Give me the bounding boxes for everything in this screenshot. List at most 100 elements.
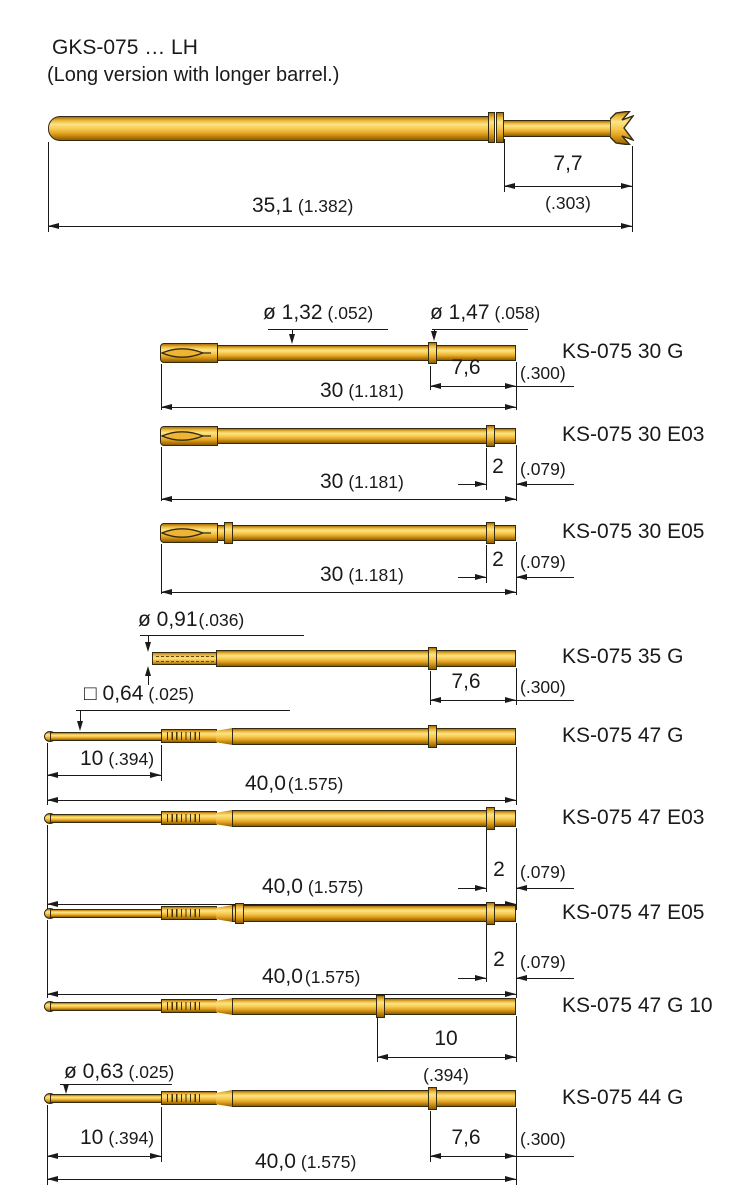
dim-line-tip	[458, 978, 486, 979]
probe-ring	[428, 1087, 437, 1110]
dim-total-mm: 30	[320, 470, 344, 493]
arrow-right-icon	[505, 495, 516, 502]
dim-tip-in: (.300)	[520, 677, 566, 697]
arrow-left-icon	[430, 382, 441, 389]
ext-line	[486, 545, 487, 583]
dim-tail: 10 (.394)	[80, 1126, 154, 1150]
leader-line	[140, 635, 304, 636]
probe-sleeve	[160, 343, 218, 363]
probe-label: KS-075 47 E05	[562, 901, 705, 924]
dim-total: 40,0 (1.575)	[245, 772, 343, 796]
dim-total-in: (1.575)	[307, 877, 364, 897]
dim-total-mm: 40,0	[262, 875, 303, 898]
dim-total: 30 (1.181)	[320, 563, 404, 587]
probe-label: KS-075 44 G	[562, 1086, 684, 1109]
dim-total-mm: 35,1	[252, 194, 293, 217]
top-probe-plunger	[503, 120, 613, 137]
arrow-left-icon	[161, 495, 172, 502]
callout-sq064-in: (.025)	[148, 684, 195, 704]
arrow-right-icon	[505, 1152, 516, 1159]
page-subtitle: (Long version with longer barrel.)	[47, 64, 340, 86]
dim-total-in: (1.575)	[287, 774, 344, 794]
callout-d132-mm: ø 1,32	[263, 301, 323, 324]
dim-line-tail	[47, 1156, 161, 1157]
dim-total: 40,0 (1.575)	[262, 965, 360, 989]
callout-sq064-mm: □ 0,64	[84, 682, 144, 705]
arrow-left-icon	[161, 588, 172, 595]
probe-collar	[224, 522, 233, 544]
dim-leader-line	[516, 577, 574, 578]
slot-icon	[161, 431, 211, 441]
arrow-right-icon	[505, 900, 516, 907]
arrow-left-icon	[516, 480, 527, 487]
dim-line-total	[47, 994, 516, 995]
probe-label: KS-075 30 E03	[562, 423, 705, 446]
ext-line	[47, 825, 48, 910]
dim-total-mm: 40,0	[262, 965, 303, 988]
ext-line	[515, 747, 517, 805]
ext-line	[48, 142, 49, 232]
ext-line	[515, 1016, 517, 1062]
arrow-right-icon	[505, 696, 516, 703]
arrow-down-icon	[62, 1084, 69, 1094]
dim-tail-in: (.394)	[108, 1128, 155, 1148]
arrow-left-icon	[430, 696, 441, 703]
arrow-left-icon	[47, 1175, 58, 1182]
dim-total: 40,0 (1.575)	[255, 1150, 356, 1174]
callout-d091: ø 0,91(.036)	[138, 608, 244, 632]
probe-ring	[486, 902, 495, 925]
ext-line	[161, 544, 162, 594]
arrow-down-icon	[430, 331, 437, 341]
dim-line-total	[161, 592, 516, 593]
callout-d091-mm: ø 0,91	[138, 608, 198, 631]
callout-d147-mm: ø 1,47	[430, 301, 490, 324]
dim-line-tail	[47, 775, 161, 776]
dim-tip-mm: 7,6	[451, 356, 481, 379]
dim-total-in: (1.382)	[297, 196, 354, 216]
arrow-right-icon	[505, 796, 516, 803]
leader-line	[292, 329, 293, 337]
arrow-left-icon	[48, 222, 59, 229]
dim-total: 30 (1.181)	[320, 379, 404, 403]
ext-line	[161, 364, 162, 410]
ext-line	[515, 542, 517, 595]
dim-line-total	[47, 1179, 516, 1180]
arrow-right-icon	[505, 1053, 516, 1060]
dim-total: 30 (1.181)	[320, 470, 404, 494]
arrow-left-icon	[516, 884, 527, 891]
arrow-left-icon	[47, 990, 58, 997]
leader-line	[432, 329, 528, 330]
dim-line-tip	[430, 700, 574, 701]
dim-tail: 10 (.394)	[80, 747, 154, 771]
ext-line	[486, 925, 487, 982]
dim-total-mm: 30	[320, 379, 344, 402]
probe-ring	[376, 995, 385, 1018]
probe-sleeve	[160, 426, 218, 446]
probe-tail	[50, 1002, 162, 1011]
dim-tip-in: (.079)	[520, 862, 566, 882]
ext-line	[515, 828, 517, 910]
arrow-left-icon	[516, 573, 527, 580]
dim-tip-in: (.303)	[545, 193, 591, 213]
dim-total-in: (1.575)	[304, 967, 361, 987]
arrow-left-icon	[47, 900, 58, 907]
arrow-right-icon	[505, 990, 516, 997]
slot-icon	[161, 528, 211, 538]
ext-line	[515, 445, 517, 501]
dim-leader-line	[516, 484, 574, 485]
ext-line	[504, 139, 505, 192]
probe-taper	[216, 905, 233, 922]
probe-thin-end	[152, 652, 218, 665]
hidden-edge-dash	[156, 661, 214, 662]
arrow-left-icon	[47, 1152, 58, 1159]
dim-tip-mm: 2	[493, 858, 505, 881]
dim-tip-mm: 2	[492, 455, 504, 478]
arrow-right-icon	[505, 588, 516, 595]
arrow-right-icon	[475, 480, 486, 487]
top-probe-barrel	[48, 116, 492, 141]
dim-leader-line	[516, 978, 574, 979]
callout-d091-in: (.036)	[198, 610, 245, 630]
ext-line	[161, 1107, 162, 1162]
leader-line	[148, 676, 149, 685]
